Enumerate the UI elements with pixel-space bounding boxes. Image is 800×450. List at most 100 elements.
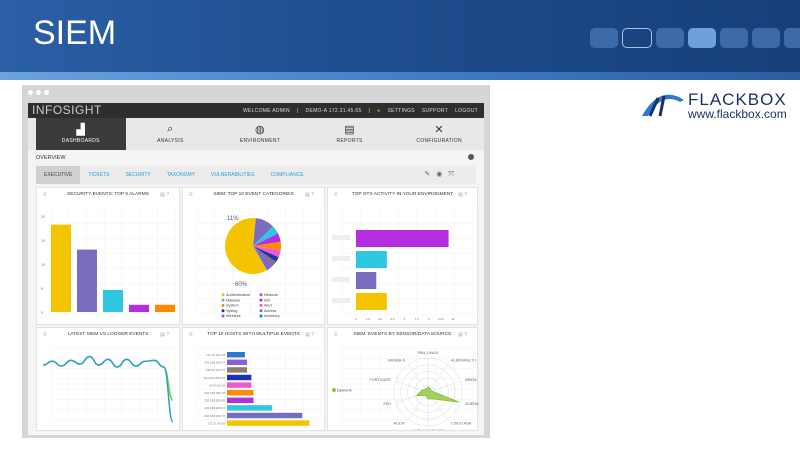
pie-slice-alert[interactable]: [253, 246, 281, 258]
pie-slice-inventory[interactable]: [253, 246, 269, 271]
settings-link[interactable]: SETTINGS: [387, 108, 415, 114]
comment-icon[interactable]: ▤ ?: [305, 332, 314, 338]
pie-slice-access[interactable]: [253, 246, 277, 266]
comment-icon[interactable]: ▤ ?: [305, 192, 314, 198]
host-bar[interactable]: [227, 412, 303, 419]
main-nav: ▟ DASHBOARDS ⌕ ANALYSIS ◍ ENVIRONMENT ▤ REPORTS…: [28, 118, 484, 150]
host-label: 192.168.200.61: [204, 406, 225, 410]
panel-title: LATEST SIEM VS LOGGER EVENTS: [67, 332, 149, 337]
menu-icon[interactable]: ≡: [189, 332, 193, 338]
comment-icon[interactable]: ▤ ?: [458, 332, 467, 338]
nav-tab-environment[interactable]: ◍ ENVIRONMENT: [215, 118, 305, 150]
logo-text: FLACKBOX: [688, 90, 787, 109]
radar-axis-label: CISCO ASA: [451, 422, 472, 426]
subtab-taxonomy[interactable]: TAXONOMY: [166, 172, 195, 178]
legend-label: Network: [264, 293, 278, 297]
legend-label: Wireless: [226, 314, 241, 318]
legend-swatch: [259, 298, 263, 302]
subtab-security[interactable]: SECURITY: [125, 172, 151, 178]
pie-slice-wireless[interactable]: [253, 246, 273, 270]
otx-bar[interactable]: [356, 251, 387, 268]
otx-label: [332, 298, 350, 303]
help-icon[interactable]: [468, 154, 474, 160]
legend-label: System: [226, 304, 239, 308]
pie-slice-info[interactable]: [253, 233, 281, 246]
comment-icon[interactable]: ▤ ?: [160, 192, 169, 198]
host-bar[interactable]: [227, 382, 252, 388]
host-label: 198.51.100.19: [206, 368, 226, 372]
alarm-bar[interactable]: [103, 289, 123, 312]
radar-axis: [427, 381, 461, 393]
subtab-vulnerabilities[interactable]: VULNERABILITIES: [211, 172, 255, 178]
pie-slice-syslog[interactable]: [253, 246, 279, 262]
menu-icon[interactable]: ≡: [334, 332, 338, 338]
pie-slice-network[interactable]: [253, 218, 273, 246]
nav-label: ENVIRONMENT: [239, 138, 281, 144]
categories-chart: 11% 60% Authentication Network Malware Info Sy…: [196, 207, 322, 318]
y-tick-label: 20: [41, 215, 45, 219]
host-bar[interactable]: [227, 367, 248, 373]
top-bar: INFOSIGHT WELCOME ADMIN | DEMO-A 172.31.4…: [28, 103, 484, 118]
subtab-tickets[interactable]: TICKETS: [88, 172, 110, 178]
panel-otx: ≡ TOP OTX ACTIVITY IN YOUR ENVIRONMENT ▤ ?…: [327, 187, 478, 325]
pie-slice-authentication[interactable]: [225, 218, 268, 274]
sub-tabs: EXECUTIVE TICKETS SECURITY TAXONOMY VULNERAB…: [36, 166, 476, 184]
logout-link[interactable]: LOGOUT: [455, 108, 478, 114]
host-bar[interactable]: [227, 397, 254, 403]
legend-swatch: [221, 293, 225, 297]
host-label: 172.16.102.78: [206, 353, 226, 357]
pie-slice-system[interactable]: [253, 241, 281, 251]
menu-icon[interactable]: ≡: [43, 192, 47, 198]
subtab-executive[interactable]: EXECUTIVE: [36, 166, 81, 184]
radar-series-demo-a[interactable]: [415, 386, 459, 403]
menu-icon[interactable]: ≡: [43, 332, 47, 338]
menu-icon[interactable]: ≡: [189, 192, 193, 198]
host-label: 172.31.43.65: [207, 421, 225, 425]
pie-slice-malware[interactable]: [253, 226, 279, 246]
legend-label: Info: [264, 298, 270, 302]
nav-tab-analysis[interactable]: ⌕ ANALYSIS: [126, 118, 216, 150]
legend-label: Access: [264, 309, 276, 313]
host-bar[interactable]: [227, 352, 245, 358]
event-line[interactable]: [42, 355, 174, 423]
event-line[interactable]: [42, 355, 174, 401]
host-bar[interactable]: [227, 405, 273, 411]
x-tick-label: 0: [355, 317, 357, 321]
notification-icon[interactable]: ●: [377, 108, 381, 114]
x-tick-label: 10.5: [438, 317, 444, 321]
otx-label: [332, 256, 350, 261]
menu-icon[interactable]: ≡: [334, 192, 338, 198]
otx-label: [332, 235, 350, 240]
overview-label: OVERVIEW: [36, 155, 66, 161]
x-tick-label: 6: [404, 317, 406, 321]
nav-tab-configuration[interactable]: ✕ CONFIGURATION: [394, 118, 484, 150]
otx-bar[interactable]: [356, 293, 387, 310]
nav-tab-dashboards[interactable]: ▟ DASHBOARDS: [36, 118, 126, 150]
document-icon: ▤: [344, 124, 355, 136]
legend-label: Demo-A: [337, 388, 352, 393]
otx-bar[interactable]: [356, 272, 377, 289]
alarms-chart: 0 5 10 15 20: [41, 207, 176, 315]
alarm-bar[interactable]: [129, 304, 149, 312]
alarm-bar[interactable]: [51, 224, 71, 312]
legend-swatch: [259, 303, 263, 307]
dashboard-tools[interactable]: ✎◉⤧: [424, 171, 460, 178]
comment-icon[interactable]: ▤ ?: [160, 332, 169, 338]
pie-label-network: 11%: [227, 216, 239, 222]
radar-axis-label: ARIDA: [465, 378, 477, 382]
support-link[interactable]: SUPPORT: [421, 108, 449, 114]
otx-bar[interactable]: [356, 230, 449, 247]
host-bar[interactable]: [227, 374, 252, 381]
alarm-bar[interactable]: [155, 304, 175, 312]
host-bar[interactable]: [227, 420, 310, 426]
host-bar[interactable]: [227, 390, 254, 396]
host-bar[interactable]: [227, 359, 248, 365]
x-tick-label: 1.5: [366, 317, 371, 321]
comment-icon[interactable]: ▤ ?: [458, 192, 467, 198]
subtab-compliance[interactable]: COMPLIANCE: [270, 172, 304, 178]
nav-tab-reports[interactable]: ▤ REPORTS: [305, 118, 395, 150]
alarm-bar[interactable]: [77, 249, 97, 312]
banner-strip: [0, 72, 800, 80]
panel-title: SIEM: EVENTS BY SENSOR/DATA SOURCE: [353, 332, 452, 337]
y-tick-label: 0: [41, 311, 43, 315]
